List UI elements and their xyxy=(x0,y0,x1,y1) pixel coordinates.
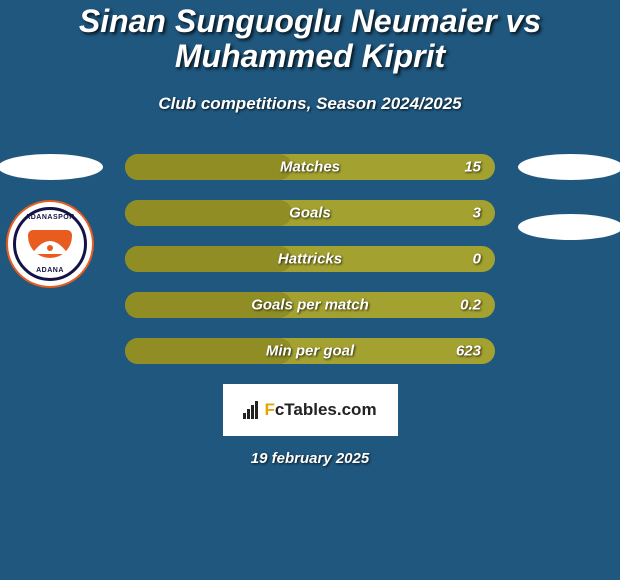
stat-bar: Hattricks 0 xyxy=(125,246,495,272)
left-player-side: ADANASPOR ADANA xyxy=(0,154,105,288)
right-club-placeholder xyxy=(518,214,620,240)
stat-bar-label: Matches xyxy=(280,159,340,176)
right-player-side xyxy=(515,154,620,240)
club-logo-text-bottom: ADANA xyxy=(36,267,64,274)
club-logo-icon xyxy=(28,230,72,258)
footer-logo-icon xyxy=(243,401,258,419)
date-label: 19 february 2025 xyxy=(251,450,369,467)
page-title: Sinan Sunguoglu Neumaier vs Muhammed Kip… xyxy=(0,4,620,74)
left-flag xyxy=(0,154,103,180)
footer-text: FcTables.com xyxy=(264,400,376,420)
stat-bar-value: 15 xyxy=(464,159,481,176)
stat-bar: Goals per match 0.2 xyxy=(125,292,495,318)
stat-bar-value: 3 xyxy=(473,205,481,222)
club-logo-text-top: ADANASPOR xyxy=(25,214,75,221)
stat-bar: Matches 15 xyxy=(125,154,495,180)
stat-bar-value: 0 xyxy=(473,251,481,268)
subtitle: Club competitions, Season 2024/2025 xyxy=(158,94,461,114)
stat-bar-label: Min per goal xyxy=(266,343,354,360)
stat-bar-label: Goals per match xyxy=(251,297,369,314)
stat-bars: Matches 15 Goals 3 Hattricks 0 Goals per… xyxy=(125,154,495,364)
right-flag xyxy=(518,154,620,180)
footer-attribution: FcTables.com xyxy=(223,384,398,436)
stat-bar-value: 623 xyxy=(456,343,481,360)
stat-bar: Min per goal 623 xyxy=(125,338,495,364)
stat-bar: Goals 3 xyxy=(125,200,495,226)
stat-bar-label: Goals xyxy=(289,205,331,222)
comparison-panel: ADANASPOR ADANA Matches 15 Goals 3 xyxy=(0,154,620,364)
stat-bar-label: Hattricks xyxy=(278,251,342,268)
stat-bar-value: 0.2 xyxy=(460,297,481,314)
stat-bar-fill xyxy=(125,246,292,272)
left-club-logo: ADANASPOR ADANA xyxy=(6,200,94,288)
stat-bar-fill xyxy=(125,154,292,180)
stat-bar-fill xyxy=(125,200,292,226)
